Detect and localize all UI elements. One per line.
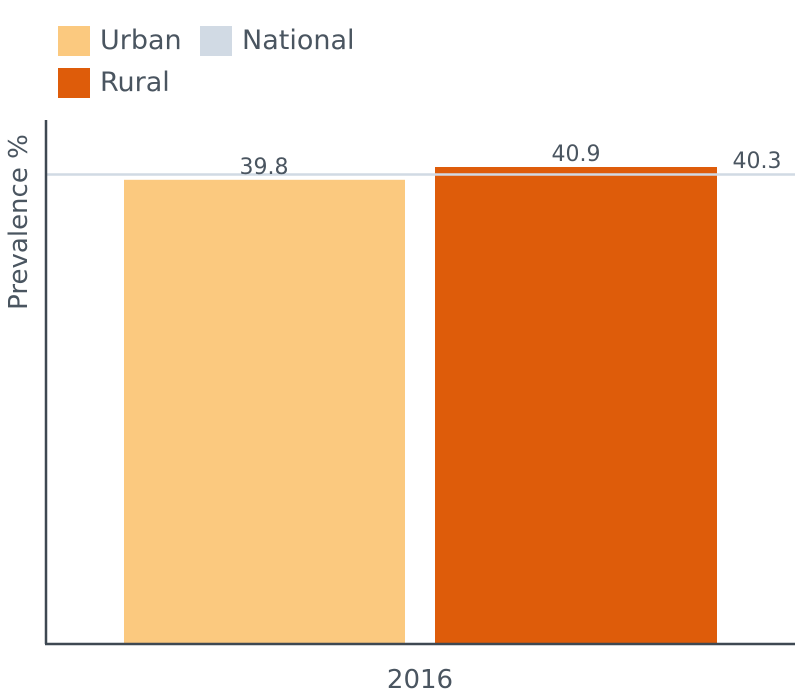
plot-area: 39.8 40.9 40.3 2016 Prevalence % xyxy=(4,120,795,695)
legend: Urban National Rural xyxy=(58,24,418,104)
legend-label-urban: Urban xyxy=(100,25,182,56)
legend-swatch-rural xyxy=(58,68,90,98)
legend-swatch-urban xyxy=(58,26,90,56)
legend-swatch-national xyxy=(200,26,232,56)
x-tick-label-2016: 2016 xyxy=(387,665,453,695)
bar-rural-2016 xyxy=(435,167,717,643)
legend-label-rural: Rural xyxy=(100,67,170,98)
data-label-rural: 40.9 xyxy=(552,142,601,167)
legend-item-urban: Urban xyxy=(58,24,182,58)
y-axis-title: Prevalence % xyxy=(4,134,34,310)
data-label-national: 40.3 xyxy=(733,149,782,174)
data-label-urban: 39.8 xyxy=(240,155,289,180)
legend-item-national: National xyxy=(200,24,355,58)
bar-urban-2016 xyxy=(124,179,405,644)
legend-item-rural: Rural xyxy=(58,66,170,100)
legend-label-national: National xyxy=(242,25,355,56)
